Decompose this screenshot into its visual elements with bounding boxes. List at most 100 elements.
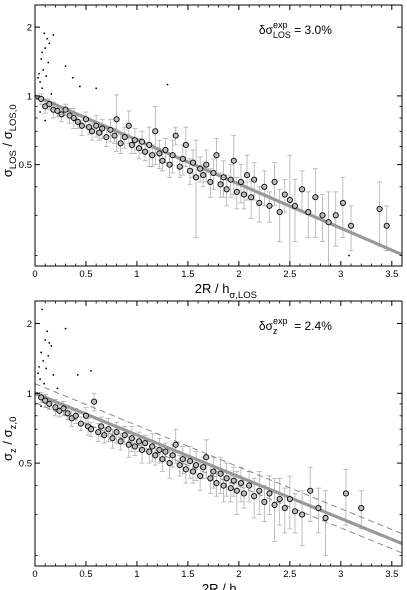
data-point-circle [322,514,329,522]
y-axis-label-part: z,0 [8,417,19,430]
data-point-circle [135,145,143,152]
x-axis-label: 2R / hσ,z [202,581,250,590]
data-point-circle [82,116,90,123]
data-point-circle [266,490,273,497]
data-point-circle [58,111,65,118]
data-point-circle [305,209,312,216]
data-point-circle [70,114,77,122]
data-point-circle [169,452,176,459]
scatter-dot [39,81,41,83]
data-point-circle [46,400,53,407]
annotation-prefix: δσ [259,319,274,333]
data-point-circle [186,458,194,465]
dashed-envelope-line [35,383,402,535]
y-axis-label-part: σ [0,131,15,139]
data-point-circle [197,165,204,172]
data-point-circle [179,155,186,162]
data-point-circle [82,412,90,419]
data-point-circle [207,178,214,185]
data-point-circle [113,429,120,436]
data-point-circle [172,132,179,139]
x-tick-label: 3 [338,269,343,280]
scatter-dot [52,33,55,36]
data-point-circle [227,485,234,492]
data-point-circle [98,423,105,430]
data-point-circle [77,420,84,427]
data-point-circle [251,493,258,500]
scatter-dot [46,37,49,40]
data-point-circle [131,443,138,450]
data-point-circle [339,199,346,206]
data-point-circle [256,199,263,206]
data-point-circle [74,118,81,125]
y-tick-label: 2 [27,319,32,330]
data-point-circle [227,176,234,183]
x-axis-label-sub: σ,LOS [229,290,257,301]
scatter-dot [47,354,50,357]
data-point-circle [96,129,103,136]
plot-area [35,32,402,266]
data-point-circle [286,495,293,503]
data-point-circle [281,191,288,198]
y-tick-label: 1 [27,389,32,400]
data-point-circle [230,477,237,484]
data-point-circle [142,440,149,447]
x-tick-label: 0 [32,269,37,280]
data-point-circle [189,468,197,475]
x-tick-label: 0.5 [79,569,92,580]
data-point-circle [146,448,153,455]
x-axis-label-main: 2R / h [195,281,230,296]
scatter-dot [50,93,53,95]
fit-line [35,391,402,546]
data-point-circle [159,157,166,164]
y-axis-label: σz / σz,0 [0,417,19,461]
plot-area [35,308,402,556]
scatter-dot [38,365,40,368]
data-point-circle [376,205,383,212]
data-point-circle [243,172,251,179]
x-axis-label-main: 2R / h [202,581,237,590]
scatter-dot [38,72,40,75]
data-point-circle [176,462,183,469]
scatter-dot [76,374,79,376]
annotation-sub: z [273,326,278,336]
data-point-circle [193,174,200,181]
data-point-circle [312,194,319,201]
scatter-dot [37,76,39,79]
scatter-dot [71,76,74,79]
data-point-circle [72,412,79,419]
data-point-circle [246,482,253,489]
annotation-sup: exp [273,20,288,30]
data-point-circle [210,468,217,475]
data-point-circle [138,138,146,145]
data-point-circle [197,472,204,480]
data-point-circle [93,122,100,129]
data-point-circle [166,460,173,467]
scatter-dot [40,405,43,408]
y-axis-label-part: σ [0,453,15,461]
dashed-envelope-line [35,402,402,554]
scatter-dot [36,98,38,100]
data-point-circle [117,140,124,147]
data-point-circle [217,470,224,477]
data-point-circle [113,116,120,123]
data-point-circle [182,141,189,148]
data-point-circle [319,212,326,219]
annotation-value: = 3.0% [291,23,332,37]
data-point-circle [291,202,299,209]
data-point-circle [213,152,220,159]
scatter-dot [78,85,81,88]
plot-frame [34,4,403,267]
data-point-circle [89,128,96,135]
data-point-circle [125,441,132,448]
data-point-circle [166,161,173,168]
data-point-circle [162,448,169,455]
data-point-circle [200,172,207,179]
data-point-circle [46,101,53,108]
data-point-circle [223,186,230,193]
scatter-dot [56,387,59,390]
scatter-annotation: δσexp z = 2.4% [259,316,332,336]
data-point-circle [193,462,200,469]
data-point-circle [91,398,98,405]
data-point-circle [176,163,183,170]
